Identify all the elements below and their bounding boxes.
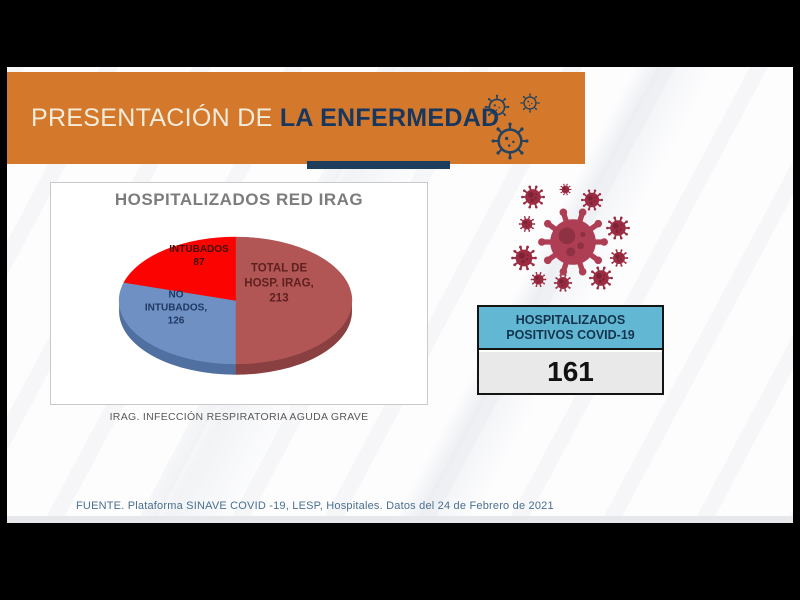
covid-virus-graphic — [490, 180, 660, 305]
virus-icon — [489, 120, 531, 162]
pie-label-no-intubados: NO INTUBADOS, 126 — [145, 289, 207, 328]
pie-label-line: INTUBADOS, — [144, 302, 208, 314]
pie-label-line: TOTAL DE — [250, 262, 308, 275]
chart-footnote: IRAG. INFECCIÓN RESPIRATORIA AGUDA GRAVE — [109, 411, 369, 423]
virus-icon — [519, 92, 541, 114]
stat-header-line: HOSPITALIZADOS — [515, 313, 626, 327]
pie-label-line: NO — [168, 289, 184, 301]
page-title-bold: LA ENFERMEDAD — [279, 103, 500, 132]
pie-label-line: INTUBADOS — [169, 244, 229, 255]
virus-icon — [483, 93, 511, 121]
banner-accent-bar — [307, 161, 450, 169]
page-title-regular: PRESENTACIÓN DE — [31, 103, 280, 132]
source-text: FUENTE. Plataforma SINAVE COVID -19, LES… — [76, 500, 554, 512]
pie-chart — [118, 236, 353, 375]
stat-box-header: HOSPITALIZADOS POSITIVOS COVID-19 — [479, 307, 662, 350]
banner-virus-icons — [478, 95, 558, 165]
stat-value: 161 — [479, 350, 662, 393]
hospitalized-stat-box: HOSPITALIZADOS POSITIVOS COVID-19 161 — [477, 305, 664, 395]
presentation-slide: PRESENTACIÓN DE LA ENFERMEDAD HOSPITALIZ… — [7, 67, 793, 523]
pie-label-line: 213 — [269, 292, 289, 305]
chart-title: HOSPITALIZADOS RED IRAG — [114, 190, 364, 209]
virus-icon — [510, 244, 538, 272]
stat-header-line: POSITIVOS COVID-19 — [506, 328, 635, 342]
pie-label-line: HOSP. IRAG, — [244, 277, 314, 290]
chart-panel: HOSPITALIZADOS RED IRAG INTUBADOS 87 NO … — [50, 182, 428, 405]
pie-label-intubados: INTUBADOS 87 — [169, 243, 228, 269]
virus-icon — [518, 215, 536, 233]
page-title: PRESENTACIÓN DE LA ENFERMEDAD — [31, 104, 499, 133]
virus-icon-large — [535, 204, 611, 280]
pie-label-total: TOTAL DE HOSP. IRAG, 213 — [244, 262, 313, 307]
pie-label-line: 87 — [193, 257, 205, 268]
title-banner: PRESENTACIÓN DE LA ENFERMEDAD — [7, 72, 585, 164]
virus-icon — [559, 183, 572, 196]
pie-label-line: 126 — [167, 315, 185, 327]
